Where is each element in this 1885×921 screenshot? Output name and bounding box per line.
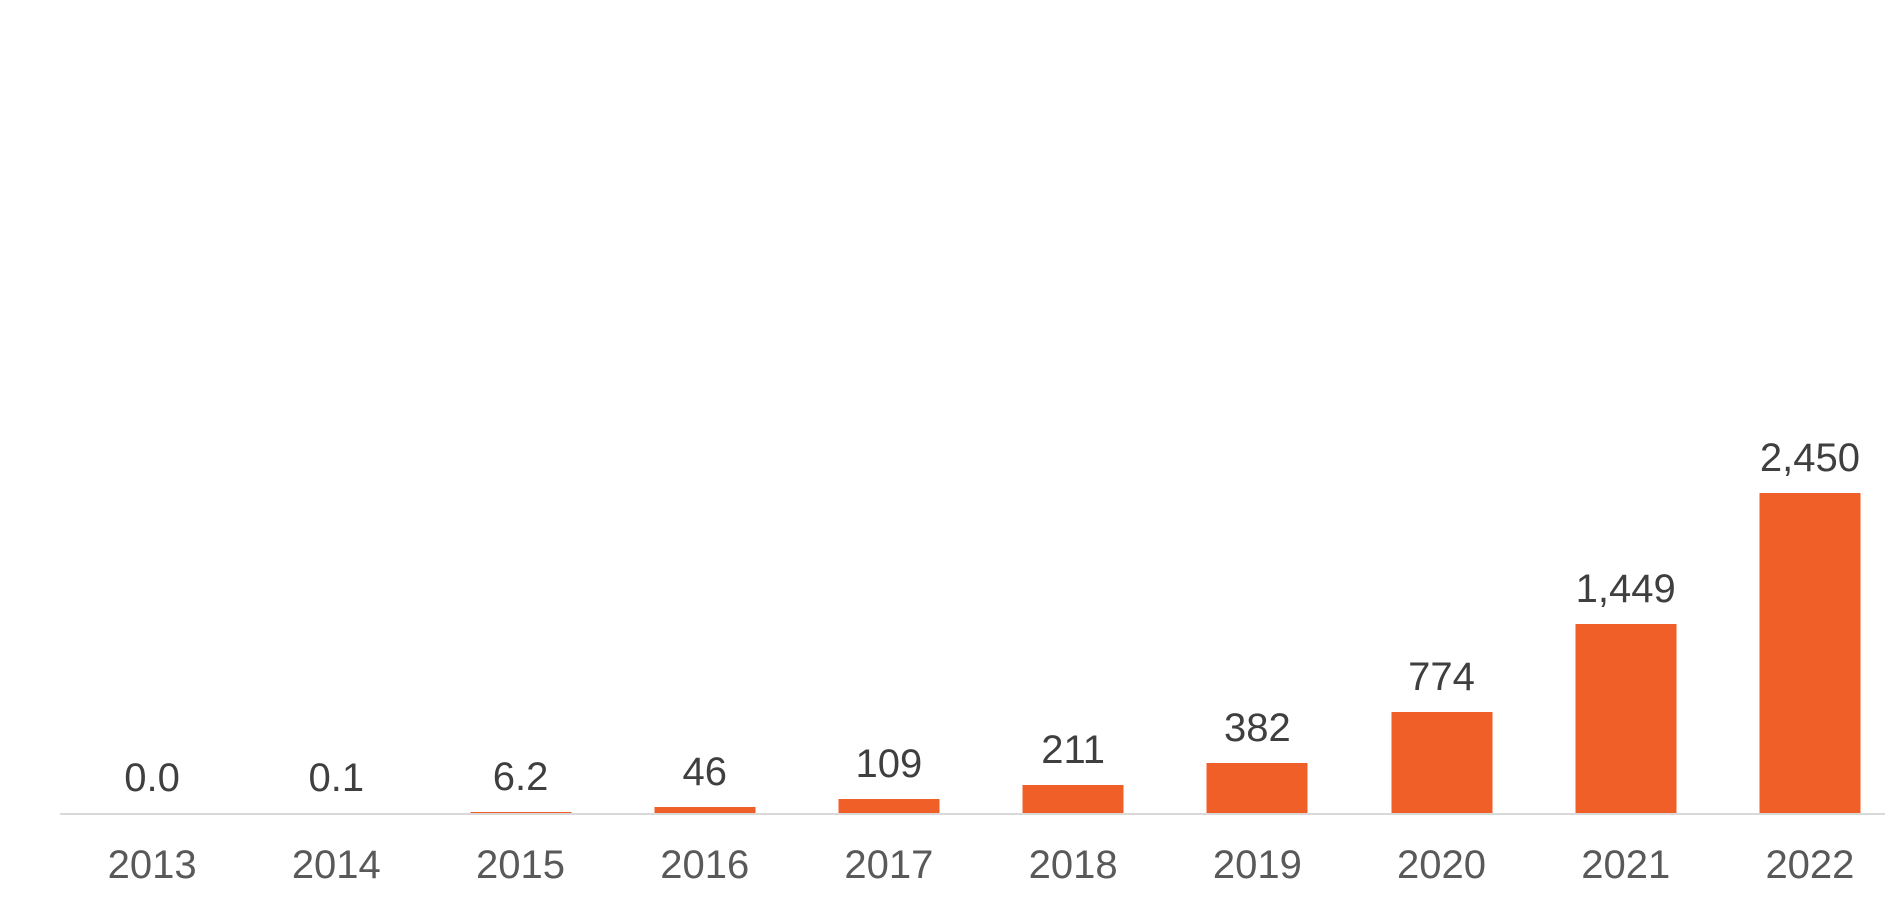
bar bbox=[1759, 493, 1861, 813]
x-tick-label: 2020 bbox=[1397, 843, 1487, 887]
bar-slot: 211 bbox=[981, 16, 1165, 813]
bar bbox=[470, 812, 571, 813]
bars-layer: 0.0 0.1 6.2 46 109 211 382 774 1,449 2,450 bbox=[60, 16, 1885, 813]
bar-value-label: 211 bbox=[1041, 728, 1106, 773]
x-tick-label: 2018 bbox=[1028, 843, 1118, 887]
bar-slot: 774 bbox=[1349, 16, 1533, 813]
bar-slot: 0.1 bbox=[244, 16, 428, 813]
bar-slot: 46 bbox=[613, 16, 797, 813]
bar bbox=[1575, 623, 1677, 813]
bar bbox=[1206, 763, 1308, 813]
bar bbox=[1391, 711, 1493, 813]
x-tick-label: 2015 bbox=[476, 843, 565, 887]
bar-value-label: 0.1 bbox=[308, 756, 365, 800]
bar-slot: 6.2 bbox=[428, 16, 612, 813]
x-axis-line bbox=[60, 813, 1885, 815]
bar-value-label: 382 bbox=[1223, 706, 1291, 751]
bar-slot: 382 bbox=[1165, 16, 1349, 813]
x-tick-label: 2013 bbox=[107, 843, 197, 887]
x-tick-label: 2019 bbox=[1212, 843, 1302, 887]
bar-value-label: 774 bbox=[1408, 654, 1475, 699]
bar-slot: 1,449 bbox=[1534, 16, 1718, 813]
x-tick-label: 2017 bbox=[844, 843, 934, 887]
bar bbox=[1022, 785, 1124, 813]
bar-slot: 109 bbox=[797, 16, 981, 813]
bar-value-label: 6.2 bbox=[492, 755, 549, 800]
bar-chart: 0.0 0.1 6.2 46 109 211 382 774 1,449 2,450 2013 20… bbox=[40, 16, 1885, 905]
bar-value-label: 0.0 bbox=[124, 756, 180, 800]
bar-value-label: 1,449 bbox=[1575, 566, 1676, 611]
bar-value-label: 46 bbox=[682, 750, 727, 794]
bar-value-label: 2,450 bbox=[1759, 436, 1860, 480]
x-tick-label: 2014 bbox=[291, 843, 381, 887]
bar bbox=[654, 807, 756, 813]
bar-slot: 0.0 bbox=[60, 16, 244, 813]
bar-value-label: 109 bbox=[855, 741, 923, 786]
bar bbox=[838, 798, 940, 813]
x-tick-label: 2021 bbox=[1581, 843, 1671, 887]
x-tick-label: 2016 bbox=[660, 843, 750, 887]
x-tick-label: 2022 bbox=[1765, 843, 1855, 887]
x-axis-labels: 2013 2014 2015 2016 2017 2018 2019 2020 2021 2022 bbox=[60, 841, 1885, 889]
bar-slot: 2,450 bbox=[1718, 16, 1885, 813]
